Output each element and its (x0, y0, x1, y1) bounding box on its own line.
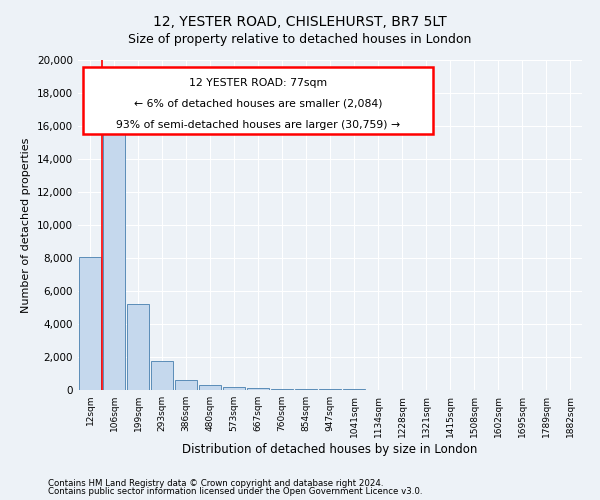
Bar (79, 257, 101, 390)
Text: 93% of semi-detached houses are larger (30,759) →: 93% of semi-detached houses are larger (… (116, 120, 400, 130)
Bar (247, 388, 269, 390)
Bar (319, 389, 341, 390)
Bar (151, 361, 173, 390)
Bar (175, 380, 197, 390)
Bar (295, 389, 317, 390)
Text: Size of property relative to detached houses in London: Size of property relative to detached ho… (128, 32, 472, 46)
Text: 12, YESTER ROAD, CHISLEHURST, BR7 5LT: 12, YESTER ROAD, CHISLEHURST, BR7 5LT (153, 15, 447, 29)
Text: Contains HM Land Registry data © Crown copyright and database right 2024.: Contains HM Land Registry data © Crown c… (48, 478, 383, 488)
Y-axis label: Number of detached properties: Number of detached properties (22, 138, 31, 312)
Bar (199, 386, 221, 390)
Bar (223, 387, 245, 390)
Text: 12 YESTER ROAD: 77sqm: 12 YESTER ROAD: 77sqm (189, 78, 327, 88)
Text: ← 6% of detached houses are smaller (2,084): ← 6% of detached houses are smaller (2,0… (134, 99, 382, 109)
FancyBboxPatch shape (83, 66, 433, 134)
X-axis label: Distribution of detached houses by size in London: Distribution of detached houses by size … (182, 442, 478, 456)
Bar (127, 304, 149, 390)
Text: Contains public sector information licensed under the Open Government Licence v3: Contains public sector information licen… (48, 487, 422, 496)
Bar (103, 121, 125, 390)
Bar (271, 388, 293, 390)
